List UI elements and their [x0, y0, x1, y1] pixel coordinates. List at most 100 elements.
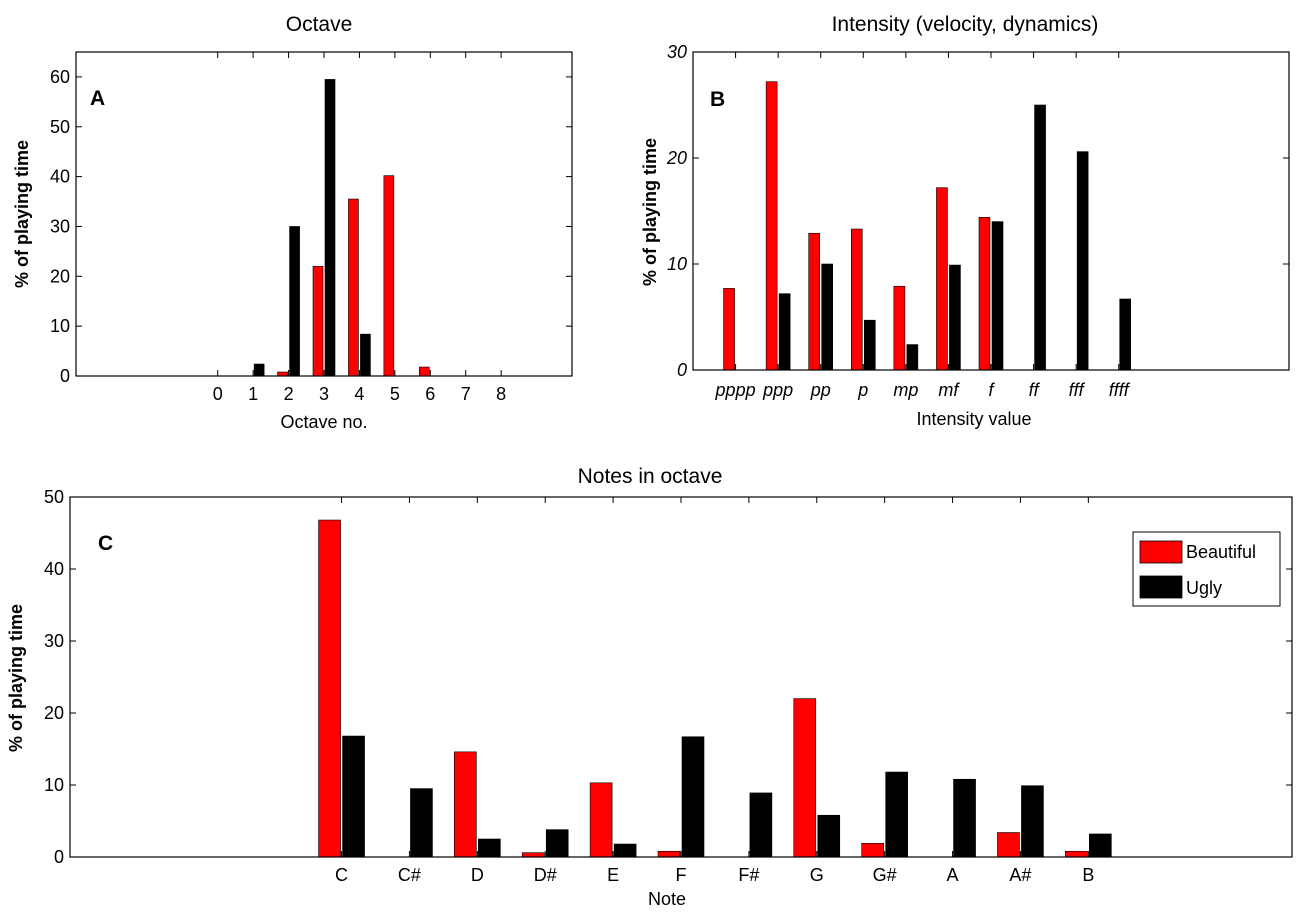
ytick-label-a-5: 50 [50, 117, 70, 137]
bar-a-beautiful-4 [348, 198, 359, 377]
xtick-label-c-7: G [810, 865, 824, 885]
panel-a-bars [253, 79, 430, 377]
legend-swatch-ugly [1139, 575, 1183, 599]
bar-c-beautiful-11 [1065, 850, 1088, 858]
bar-b-ugly-9 [1119, 298, 1132, 371]
ytick-label-c-2: 20 [44, 703, 64, 723]
xtick-label-c-11: B [1082, 865, 1094, 885]
ytick-label-c-4: 40 [44, 559, 64, 579]
xtick-label-a-7: 7 [461, 384, 471, 404]
bar-b-ugly-5 [949, 264, 961, 371]
xtick-label-b-5: mf [938, 380, 960, 400]
ytick-label-a-0: 0 [60, 366, 70, 386]
bar-c-beautiful-2 [454, 751, 477, 858]
ytick-label-c-0: 0 [54, 847, 64, 867]
bar-b-beautiful-5 [936, 187, 948, 371]
panel-intensity: Intensity (velocity, dynamics) pppp ppp pp… [640, 13, 1290, 429]
xtick-label-a-4: 4 [354, 384, 364, 404]
ytick-label-b-0: 0 [677, 360, 687, 380]
xtick-label-b-0: pppp [715, 380, 756, 400]
panel-a-xlabel: Octave no. [280, 412, 367, 432]
bar-c-beautiful-4 [589, 782, 613, 858]
bar-b-beautiful-1 [765, 81, 778, 371]
bar-b-beautiful-0 [723, 288, 735, 371]
bar-b-beautiful-6 [978, 217, 991, 371]
bar-c-beautiful-7 [793, 698, 817, 858]
bar-b-ugly-1 [778, 293, 791, 371]
bar-c-ugly-10 [1021, 785, 1044, 858]
xtick-label-a-5: 5 [390, 384, 400, 404]
legend-label-ugly: Ugly [1186, 578, 1222, 598]
xtick-label-b-9: ffff [1109, 380, 1131, 400]
bar-b-beautiful-4 [893, 285, 906, 371]
xtick-label-a-0: 0 [213, 384, 223, 404]
xtick-label-c-1: C# [398, 865, 421, 885]
bar-b-ugly-8 [1076, 151, 1089, 371]
ytick-label-c-3: 30 [44, 631, 64, 651]
bar-c-ugly-4 [613, 843, 637, 858]
bar-c-ugly-6 [749, 792, 773, 858]
bar-c-ugly-3 [545, 829, 569, 858]
ytick-label-b-2: 20 [666, 148, 687, 168]
ytick-label-b-1: 10 [667, 254, 687, 274]
bar-c-ugly-1 [410, 788, 433, 858]
panel-octave: Octave 0 1 2 3 4 5 6 7 8 0 10 20 30 40 50 60 A Octave n… [12, 13, 573, 432]
xtick-label-b-4: mp [893, 380, 918, 400]
xtick-label-b-1: ppp [762, 380, 793, 400]
panel-c-title: Notes in octave [578, 465, 723, 488]
legend-swatch-beautiful [1139, 540, 1183, 564]
bar-c-beautiful-10 [997, 832, 1020, 858]
xtick-label-c-8: G# [873, 865, 897, 885]
bar-b-ugly-7 [1034, 104, 1046, 371]
bar-a-ugly-3 [324, 79, 336, 377]
xtick-label-b-8: fff [1069, 380, 1086, 400]
bar-a-beautiful-6 [418, 366, 430, 377]
panel-c-label: C [98, 532, 113, 555]
panel-a-label: A [90, 87, 105, 110]
ytick-label-a-6: 60 [50, 67, 70, 87]
bar-b-ugly-3 [863, 319, 876, 371]
panel-a-axes-box [75, 51, 573, 377]
legend-label-beautiful: Beautiful [1186, 542, 1256, 562]
xtick-label-c-3: D# [534, 865, 557, 885]
bar-c-ugly-8 [885, 771, 908, 858]
ytick-label-a-2: 20 [50, 266, 70, 286]
bar-a-ugly-4 [360, 333, 371, 377]
xtick-label-a-3: 3 [319, 384, 329, 404]
xtick-label-a-2: 2 [284, 384, 294, 404]
panel-a-title: Octave [286, 13, 353, 36]
bar-c-ugly-0 [342, 735, 365, 858]
panel-b-label: B [710, 88, 725, 111]
xtick-label-a-8: 8 [496, 384, 506, 404]
xtick-label-b-3: p [857, 380, 868, 400]
bar-b-beautiful-3 [850, 228, 863, 371]
panel-a-axes: 0 1 2 3 4 5 6 7 8 0 10 20 30 40 50 60 [50, 52, 572, 404]
ytick-label-b-3: 30 [667, 42, 687, 62]
xtick-label-c-4: E [607, 865, 619, 885]
panel-b-xlabel: Intensity value [916, 409, 1031, 429]
panel-c-bars [318, 519, 1112, 858]
panel-b-title: Intensity (velocity, dynamics) [832, 13, 1099, 36]
panel-notes: Notes in octave C C# D D# E F F# G G# A A# B 0 10 20 30… [6, 465, 1293, 909]
xtick-label-c-2: D [471, 865, 484, 885]
ytick-label-a-3: 30 [50, 216, 70, 236]
ytick-label-a-4: 40 [50, 167, 70, 187]
panel-b-axes-box [692, 51, 1290, 371]
xtick-label-a-1: 1 [248, 384, 258, 404]
bar-a-beautiful-5 [383, 175, 395, 377]
panel-c-legend: Beautiful Ugly [1132, 531, 1281, 607]
bar-c-beautiful-3 [521, 852, 545, 858]
panel-a-ylabel: % of playing time [12, 140, 32, 288]
xtick-label-c-10: A# [1009, 865, 1031, 885]
bar-b-ugly-4 [906, 344, 919, 371]
panel-c-ylabel: % of playing time [6, 604, 26, 752]
bar-b-beautiful-2 [808, 232, 821, 371]
bar-c-ugly-5 [681, 736, 705, 858]
xtick-label-c-9: A [947, 865, 959, 885]
panel-b-ylabel: % of playing time [640, 138, 660, 286]
panel-c-axes-box [69, 496, 1293, 858]
xtick-label-b-6: f [988, 380, 995, 400]
bar-a-ugly-2 [289, 226, 300, 377]
